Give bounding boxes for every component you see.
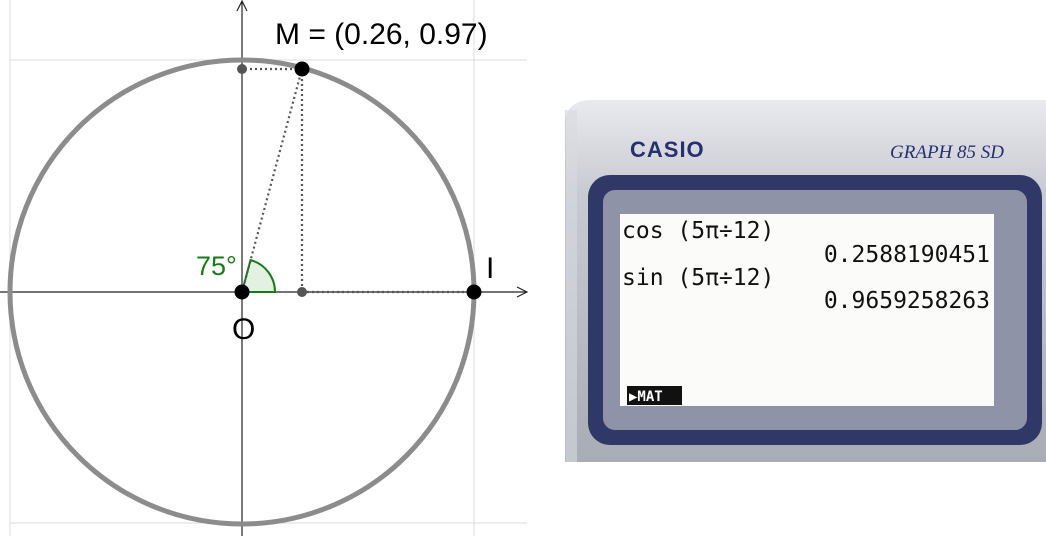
angle-arc xyxy=(240,258,277,293)
point-m xyxy=(294,61,310,77)
point-o xyxy=(234,284,250,300)
calculator: CASIO GRAPH 85 SD cos (5π÷12) 0.25881904… xyxy=(565,100,1046,462)
lcd xyxy=(620,214,994,406)
lcd-line: cos (5π÷12) xyxy=(622,218,774,244)
projection-point xyxy=(237,64,247,74)
point-m-label: M = (0.26, 0.97) xyxy=(275,18,488,51)
menu-tab: ▶MAT xyxy=(629,389,663,405)
menu-tab-box xyxy=(627,386,682,405)
lcd-line: 0.9659258263 xyxy=(824,288,990,314)
point-i xyxy=(466,284,482,300)
lcd-line: 0.2588190451 xyxy=(824,242,990,268)
point-o-label: O xyxy=(232,313,255,346)
lcd-line: sin (5π÷12) xyxy=(622,265,774,291)
calculator-edge xyxy=(565,110,577,462)
angle-label: 75° xyxy=(196,251,237,281)
model: GRAPH 85 SD xyxy=(890,142,1004,163)
projection-point xyxy=(297,287,307,297)
construction-lines xyxy=(240,67,474,294)
grid xyxy=(9,0,527,536)
point-i-label: I xyxy=(486,252,494,285)
brand: CASIO xyxy=(630,137,705,162)
radius-line xyxy=(240,68,304,293)
